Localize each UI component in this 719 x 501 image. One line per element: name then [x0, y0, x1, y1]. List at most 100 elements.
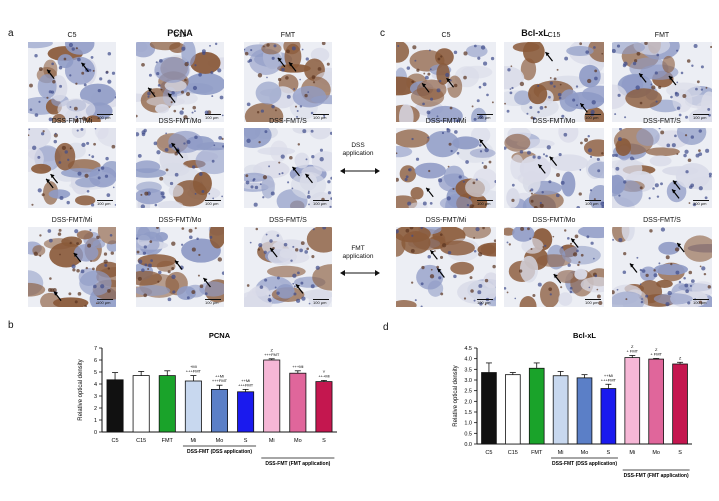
y-tick-label: 3.0 [464, 378, 472, 384]
scale-bar: 100 μm [585, 114, 601, 120]
fmt-double-arrow [340, 270, 380, 276]
x-tick-label: Mo [581, 450, 589, 456]
scale-bar: 100 μm [97, 299, 113, 305]
y-axis-label: Relative optical density [453, 365, 459, 426]
scale-bar: 100 μm [313, 200, 329, 206]
significance-annotation: + FMT [626, 348, 638, 353]
micrograph-image: 100 μm [504, 128, 604, 208]
bar [528, 367, 545, 445]
micrograph-image: 100 μm [612, 128, 712, 208]
x-tick-label: C15 [508, 450, 518, 456]
bar [315, 381, 333, 433]
bar [106, 379, 124, 433]
significance-annotation: +++FMT [212, 378, 228, 383]
dss-double-arrow [340, 168, 380, 174]
bar [132, 375, 150, 433]
x-tick-label: Mo [294, 438, 302, 444]
chart-title: Bcl-xL [573, 331, 596, 340]
scale-bar: 100 μm [477, 114, 493, 120]
chart-title: PCNA [209, 331, 231, 340]
micrograph-label: C15 [173, 32, 187, 39]
dss-application-label: DSS application [338, 142, 378, 158]
micrograph-label: FMT [280, 32, 296, 39]
significance-annotation: +++FMT [264, 352, 280, 357]
y-tick-label: 4.5 [464, 346, 472, 352]
x-tick-label: S [244, 438, 248, 444]
y-tick-label: 2 [94, 406, 97, 412]
micrograph-label: DSS-FMT/S [643, 118, 681, 125]
micrograph-label: DSS-FMT/Mo [158, 217, 202, 224]
y-tick-label: 6 [94, 358, 97, 364]
micrograph-image: 100 μm [244, 128, 332, 208]
scale-bar: 100 μm [585, 299, 601, 305]
x-tick-label: C15 [136, 438, 146, 444]
scale-bar: 100 μm [693, 200, 709, 206]
micrograph-image: 100 μm [396, 42, 496, 122]
x-tick-label: Mo [216, 438, 224, 444]
micrograph-image: 100 μm [28, 128, 116, 208]
micrograph-image: 100 μm [28, 227, 116, 307]
micrograph-label: FMT [654, 32, 670, 39]
bar [263, 359, 281, 433]
micrograph-image: 100 μm [136, 227, 224, 307]
bclxl-section-title: Bcl-xL [521, 28, 549, 38]
scale-bar: 100 μm [205, 200, 221, 206]
x-tick-label: Mi [558, 450, 564, 456]
y-tick-label: 2.0 [464, 399, 472, 405]
micrograph-label: DSS-FMT/Mi [51, 217, 93, 224]
scale-bar: 100 μm [693, 114, 709, 120]
micrograph-label: DSS-FMT/Mo [532, 118, 576, 125]
bar [211, 389, 228, 433]
scale-bar: 100 μm [313, 114, 329, 120]
significance-annotation: +++FMT [601, 377, 617, 382]
group-label: DSS-FMT (DSS application) [187, 449, 252, 455]
scale-bar: 100 μm [585, 200, 601, 206]
scale-bar: 100 μm [205, 114, 221, 120]
x-tick-label: S [607, 450, 611, 456]
bar [289, 372, 307, 433]
micrograph-image: 100 μm [612, 42, 712, 122]
y-tick-label: 1.0 [464, 421, 472, 427]
micrograph-label: DSS-FMT/Mi [425, 118, 467, 125]
micrograph-image: 100 μm [396, 227, 496, 307]
micrograph-image: 100 μm [504, 227, 604, 307]
x-tick-label: C5 [485, 450, 492, 456]
scale-bar: 100 μm [205, 299, 221, 305]
y-tick-label: 3 [94, 394, 97, 400]
micrograph-image: 100 μm [28, 42, 116, 122]
y-tick-label: 4 [94, 382, 97, 388]
x-tick-label: Mi [629, 450, 635, 456]
micrograph-label: C5 [67, 32, 77, 39]
micrograph-label: DSS-FMT/S [269, 217, 307, 224]
bar [552, 375, 569, 445]
dss-application-line2: application [342, 150, 374, 157]
micrograph-label: C5 [441, 32, 451, 39]
x-tick-label: C5 [112, 438, 119, 444]
y-tick-label: 0 [94, 430, 97, 436]
y-tick-label: 4.0 [464, 357, 472, 363]
fmt-application-label: FMT application [338, 245, 378, 261]
micrograph-label: DSS-FMT/S [269, 118, 307, 125]
x-tick-label: FMT [162, 438, 174, 444]
x-tick-label: FMT [531, 450, 543, 456]
micrograph-image: 100 μm [136, 42, 224, 122]
significance-annotation: +++FMT [186, 369, 202, 374]
significance-annotation: +++FMT [238, 382, 254, 387]
bar [158, 375, 176, 433]
fmt-application-line2: application [342, 253, 374, 260]
significance-annotation: Z [631, 344, 634, 349]
significance-annotation: Z [270, 347, 273, 352]
significance-annotation: Z [679, 355, 682, 360]
significance-annotation: + FMT [650, 351, 662, 356]
dss-application-line1: DSS [351, 142, 365, 149]
micrograph-label: DSS-FMT/Mi [425, 217, 467, 224]
bar [648, 358, 664, 445]
scale-bar: 100 μm [693, 299, 709, 305]
y-tick-label: 0.5 [464, 431, 472, 437]
bar [505, 374, 521, 445]
group-label: DSS-FMT (FMT application) [265, 461, 330, 467]
significance-annotation: Z [655, 347, 658, 352]
scale-bar: 100 μm [97, 200, 113, 206]
micrograph-label: DSS-FMT/S [643, 217, 681, 224]
significance-annotation: ++Mi [604, 373, 613, 378]
